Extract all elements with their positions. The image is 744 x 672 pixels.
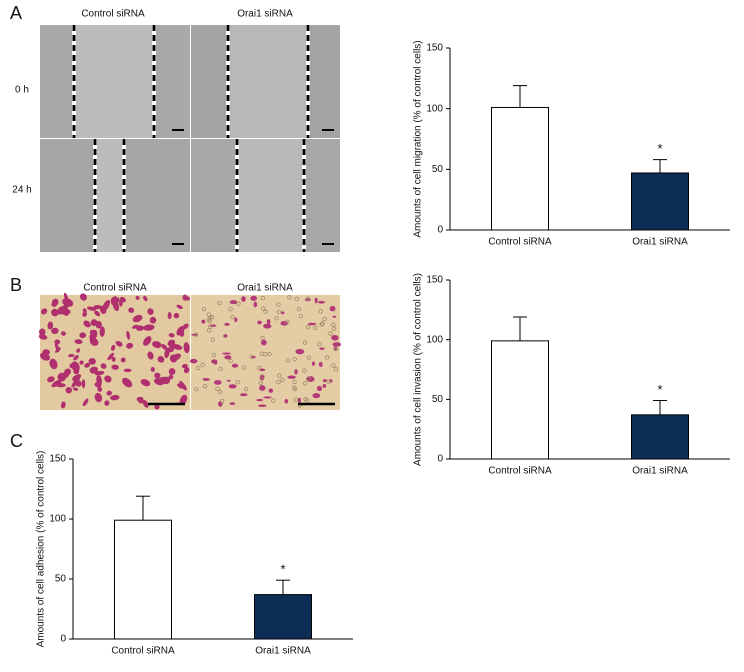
y-tick-label: 0 xyxy=(437,454,443,465)
y-tick-label: 50 xyxy=(432,394,444,405)
migration-images xyxy=(40,25,340,252)
y-axis-label: Amounts of cell migration (% of control … xyxy=(413,40,424,237)
y-tick-label: 0 xyxy=(437,225,443,236)
x-tick-label: Orai1 siRNA xyxy=(632,466,688,477)
y-tick-label: 100 xyxy=(49,514,66,525)
x-tick-label: Orai1 siRNA xyxy=(255,646,311,657)
y-axis-label: Amounts of cell adhesion (% of control c… xyxy=(36,451,47,648)
invasion-images xyxy=(38,292,342,410)
significance-marker: * xyxy=(657,141,662,156)
column-label: Orai1 siRNA xyxy=(237,283,293,294)
x-tick-label: Control siRNA xyxy=(488,466,552,477)
column-label: Orai1 siRNA xyxy=(237,9,293,20)
bar xyxy=(491,340,549,460)
y-tick-label: 150 xyxy=(426,275,443,286)
y-tick-label: 150 xyxy=(49,454,66,465)
significance-marker: * xyxy=(280,562,285,577)
column-label: Control siRNA xyxy=(83,283,147,294)
column-label: Control siRNA xyxy=(81,9,145,20)
y-tick-label: 0 xyxy=(60,634,66,645)
bar xyxy=(631,414,689,460)
y-tick-label: 50 xyxy=(55,574,67,585)
y-tick-label: 50 xyxy=(432,164,444,175)
bar xyxy=(254,594,312,640)
x-tick-label: Orai1 siRNA xyxy=(632,237,688,248)
y-axis-label: Amounts of cell invasion (% of control c… xyxy=(413,273,424,466)
x-tick-label: Control siRNA xyxy=(488,237,552,248)
x-tick-label: Control siRNA xyxy=(111,646,175,657)
row-label: 24 h xyxy=(12,185,31,196)
panel-label: B xyxy=(10,275,22,295)
row-label: 0 h xyxy=(15,85,29,96)
y-tick-label: 100 xyxy=(426,334,443,345)
panel-label: A xyxy=(10,3,22,23)
y-tick-label: 100 xyxy=(426,103,443,114)
panel-label: C xyxy=(10,431,23,451)
bar xyxy=(631,172,689,231)
bar xyxy=(114,519,172,640)
y-tick-label: 150 xyxy=(426,43,443,54)
significance-marker: * xyxy=(657,382,662,397)
bar xyxy=(491,106,549,231)
